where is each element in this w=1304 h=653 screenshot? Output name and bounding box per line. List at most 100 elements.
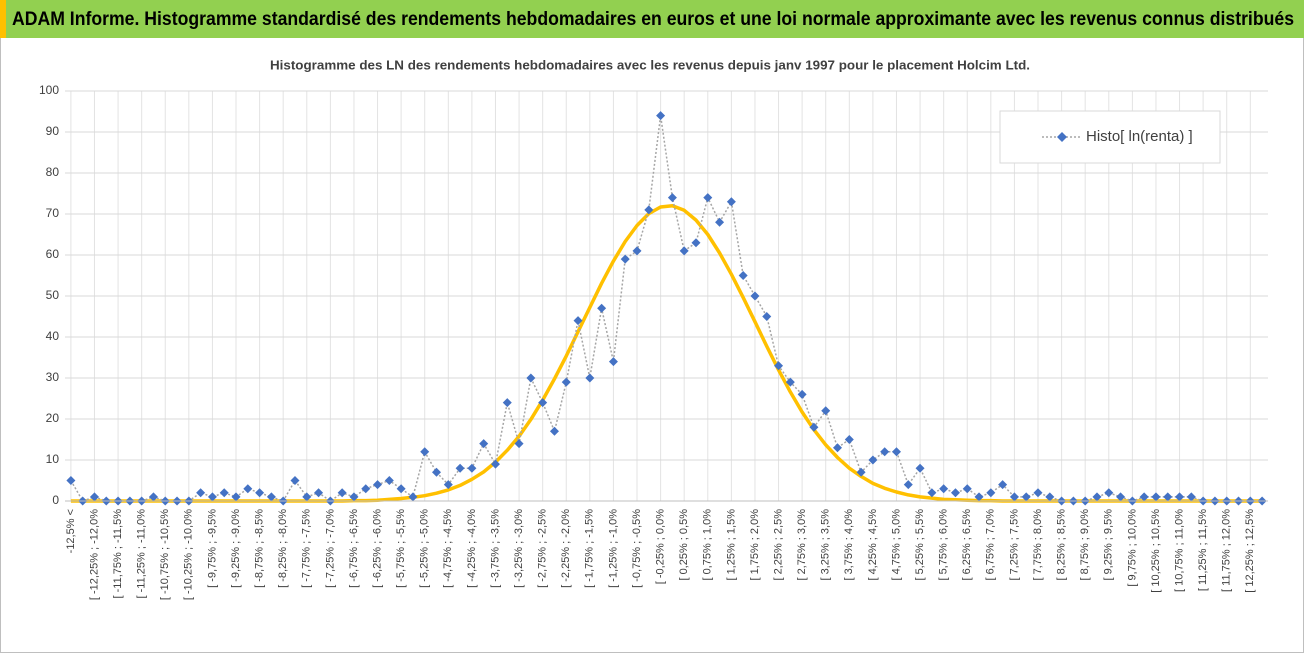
diamond-marker xyxy=(1151,492,1161,502)
diamond-marker xyxy=(1033,488,1043,498)
diamond-marker xyxy=(667,193,677,203)
x-tick-label: [ -12,25% ; -12,0% xyxy=(88,509,100,600)
diamond-marker xyxy=(573,316,583,326)
y-tick-label: 60 xyxy=(46,247,60,261)
legend-marker xyxy=(1057,132,1067,142)
x-tick-label: [ -1,75% ; -1,5% xyxy=(584,509,596,588)
y-tick-label: 90 xyxy=(46,124,60,138)
x-tick-label: [ -0,75% ; -0,5% xyxy=(631,509,643,588)
diamond-marker xyxy=(290,476,300,485)
diamond-marker xyxy=(1104,488,1114,498)
diamond-marker xyxy=(774,361,784,371)
x-tick-label: [ 10,75% ; 11,0% xyxy=(1173,509,1185,592)
y-tick-label: 10 xyxy=(46,452,60,466)
x-tick-label: [ -1,25% ; -1,0% xyxy=(607,509,619,588)
y-tick-label: 40 xyxy=(46,329,60,343)
x-tick-label: [ 3,25% ; 3,5% xyxy=(820,509,832,581)
x-tick-label: [ 8,25% ; 8,5% xyxy=(1056,509,1068,581)
legend-label: Histo[ ln(renta) ] xyxy=(1086,128,1193,145)
diamond-marker xyxy=(797,389,807,399)
diamond-marker xyxy=(302,492,312,502)
x-tick-label: [ -9,25% ; -9,0% xyxy=(230,509,242,588)
x-tick-label: [ 11,75% ; 12,0% xyxy=(1221,509,1233,592)
diamond-marker xyxy=(939,484,949,494)
x-tick-label: [ -2,75% ; -2,5% xyxy=(537,509,549,588)
x-tick-label: [ 8,75% ; 9,0% xyxy=(1079,509,1091,581)
x-tick-label: [ 10,25% ; 10,5% xyxy=(1150,509,1162,593)
x-tick-label: [ -0,25% ; 0,0% xyxy=(655,509,667,584)
diamond-marker xyxy=(432,467,442,477)
diamond-marker xyxy=(561,377,571,387)
x-tick-label: [ 12,25% ; 12,5% xyxy=(1244,509,1256,593)
x-tick-label: [ 6,75% ; 7,0% xyxy=(985,509,997,581)
x-tick-label: [ -2,25% ; -2,0% xyxy=(560,509,572,588)
diamond-marker xyxy=(479,439,489,449)
diamond-marker xyxy=(597,303,607,313)
diamond-marker xyxy=(373,480,383,490)
diamond-marker xyxy=(880,447,890,457)
x-tick-label: [ 4,25% ; 4,5% xyxy=(867,509,879,581)
diamond-marker xyxy=(314,488,324,498)
x-tick-label: [ 6,25% ; 6,5% xyxy=(961,509,973,581)
diamond-marker xyxy=(66,476,76,485)
diamond-marker xyxy=(384,476,394,485)
x-tick-label: [ 7,25% ; 7,5% xyxy=(1008,509,1020,581)
x-tick-label: -12,5% < xyxy=(65,509,77,553)
diamond-marker xyxy=(196,488,206,498)
diamond-marker xyxy=(868,455,878,465)
diamond-marker xyxy=(644,205,654,215)
diamond-marker xyxy=(998,480,1008,490)
diamond-marker xyxy=(726,197,736,207)
y-tick-label: 100 xyxy=(39,83,59,97)
x-tick-label: [ 11,25% ; 11,5% xyxy=(1197,509,1209,591)
diamond-marker xyxy=(1116,492,1126,502)
x-tick-label: [ -8,75% ; -8,5% xyxy=(254,509,266,588)
header-title: ADAM Informe. Histogramme standardisé de… xyxy=(12,9,1294,30)
y-tick-label: 30 xyxy=(46,370,60,384)
y-tick-label: 70 xyxy=(46,206,60,220)
x-tick-label: [ 5,25% ; 5,5% xyxy=(914,509,926,581)
x-tick-label: [ -9,75% ; -9,5% xyxy=(206,509,218,588)
x-tick-label: [ -6,25% ; -6,0% xyxy=(371,509,383,588)
x-tick-label: [ 1,25% ; 1,5% xyxy=(725,509,737,581)
x-tick-label: [ -10,75% ; -10,5% xyxy=(159,509,171,600)
diamond-marker xyxy=(750,291,760,301)
diamond-marker xyxy=(927,488,937,498)
x-tick-label: [ -5,75% ; -5,5% xyxy=(395,509,407,588)
diamond-marker xyxy=(986,488,996,498)
y-tick-label: 50 xyxy=(46,288,60,302)
diamond-marker xyxy=(691,238,701,248)
diamond-marker xyxy=(608,357,618,367)
diamond-marker xyxy=(219,488,229,498)
x-tick-label: [ 2,25% ; 2,5% xyxy=(772,509,784,581)
x-tick-label: [ -7,25% ; -7,0% xyxy=(324,509,336,588)
diamond-marker xyxy=(490,459,500,469)
diamond-marker xyxy=(514,439,524,449)
x-tick-label: [ 9,75% ; 10,0% xyxy=(1126,509,1138,587)
diamond-marker xyxy=(148,492,158,502)
diamond-marker xyxy=(856,467,866,477)
diamond-marker xyxy=(703,193,713,203)
diamond-marker xyxy=(715,217,725,227)
diamond-marker xyxy=(962,484,972,494)
x-tick-label: [ -7,75% ; -7,5% xyxy=(301,509,313,588)
diamond-marker xyxy=(231,492,241,502)
diamond-marker xyxy=(467,463,477,473)
diamond-marker xyxy=(762,312,772,321)
diamond-marker xyxy=(1175,492,1185,502)
diamond-marker xyxy=(1045,492,1055,502)
diamond-marker xyxy=(89,492,99,502)
diamond-marker xyxy=(785,377,795,387)
x-tick-label: [ -4,75% ; -4,5% xyxy=(442,509,454,588)
diamond-marker xyxy=(455,463,465,473)
x-tick-label: [ -3,25% ; -3,0% xyxy=(513,509,525,588)
x-tick-label: [ -6,75% ; -6,5% xyxy=(348,509,360,588)
diamond-marker xyxy=(1009,492,1019,502)
diamond-marker xyxy=(549,426,559,436)
diamond-marker xyxy=(420,447,430,457)
diamond-marker xyxy=(408,492,418,502)
y-tick-label: 20 xyxy=(46,411,60,425)
diamond-marker xyxy=(1163,492,1173,502)
y-tick-label: 80 xyxy=(46,165,60,179)
